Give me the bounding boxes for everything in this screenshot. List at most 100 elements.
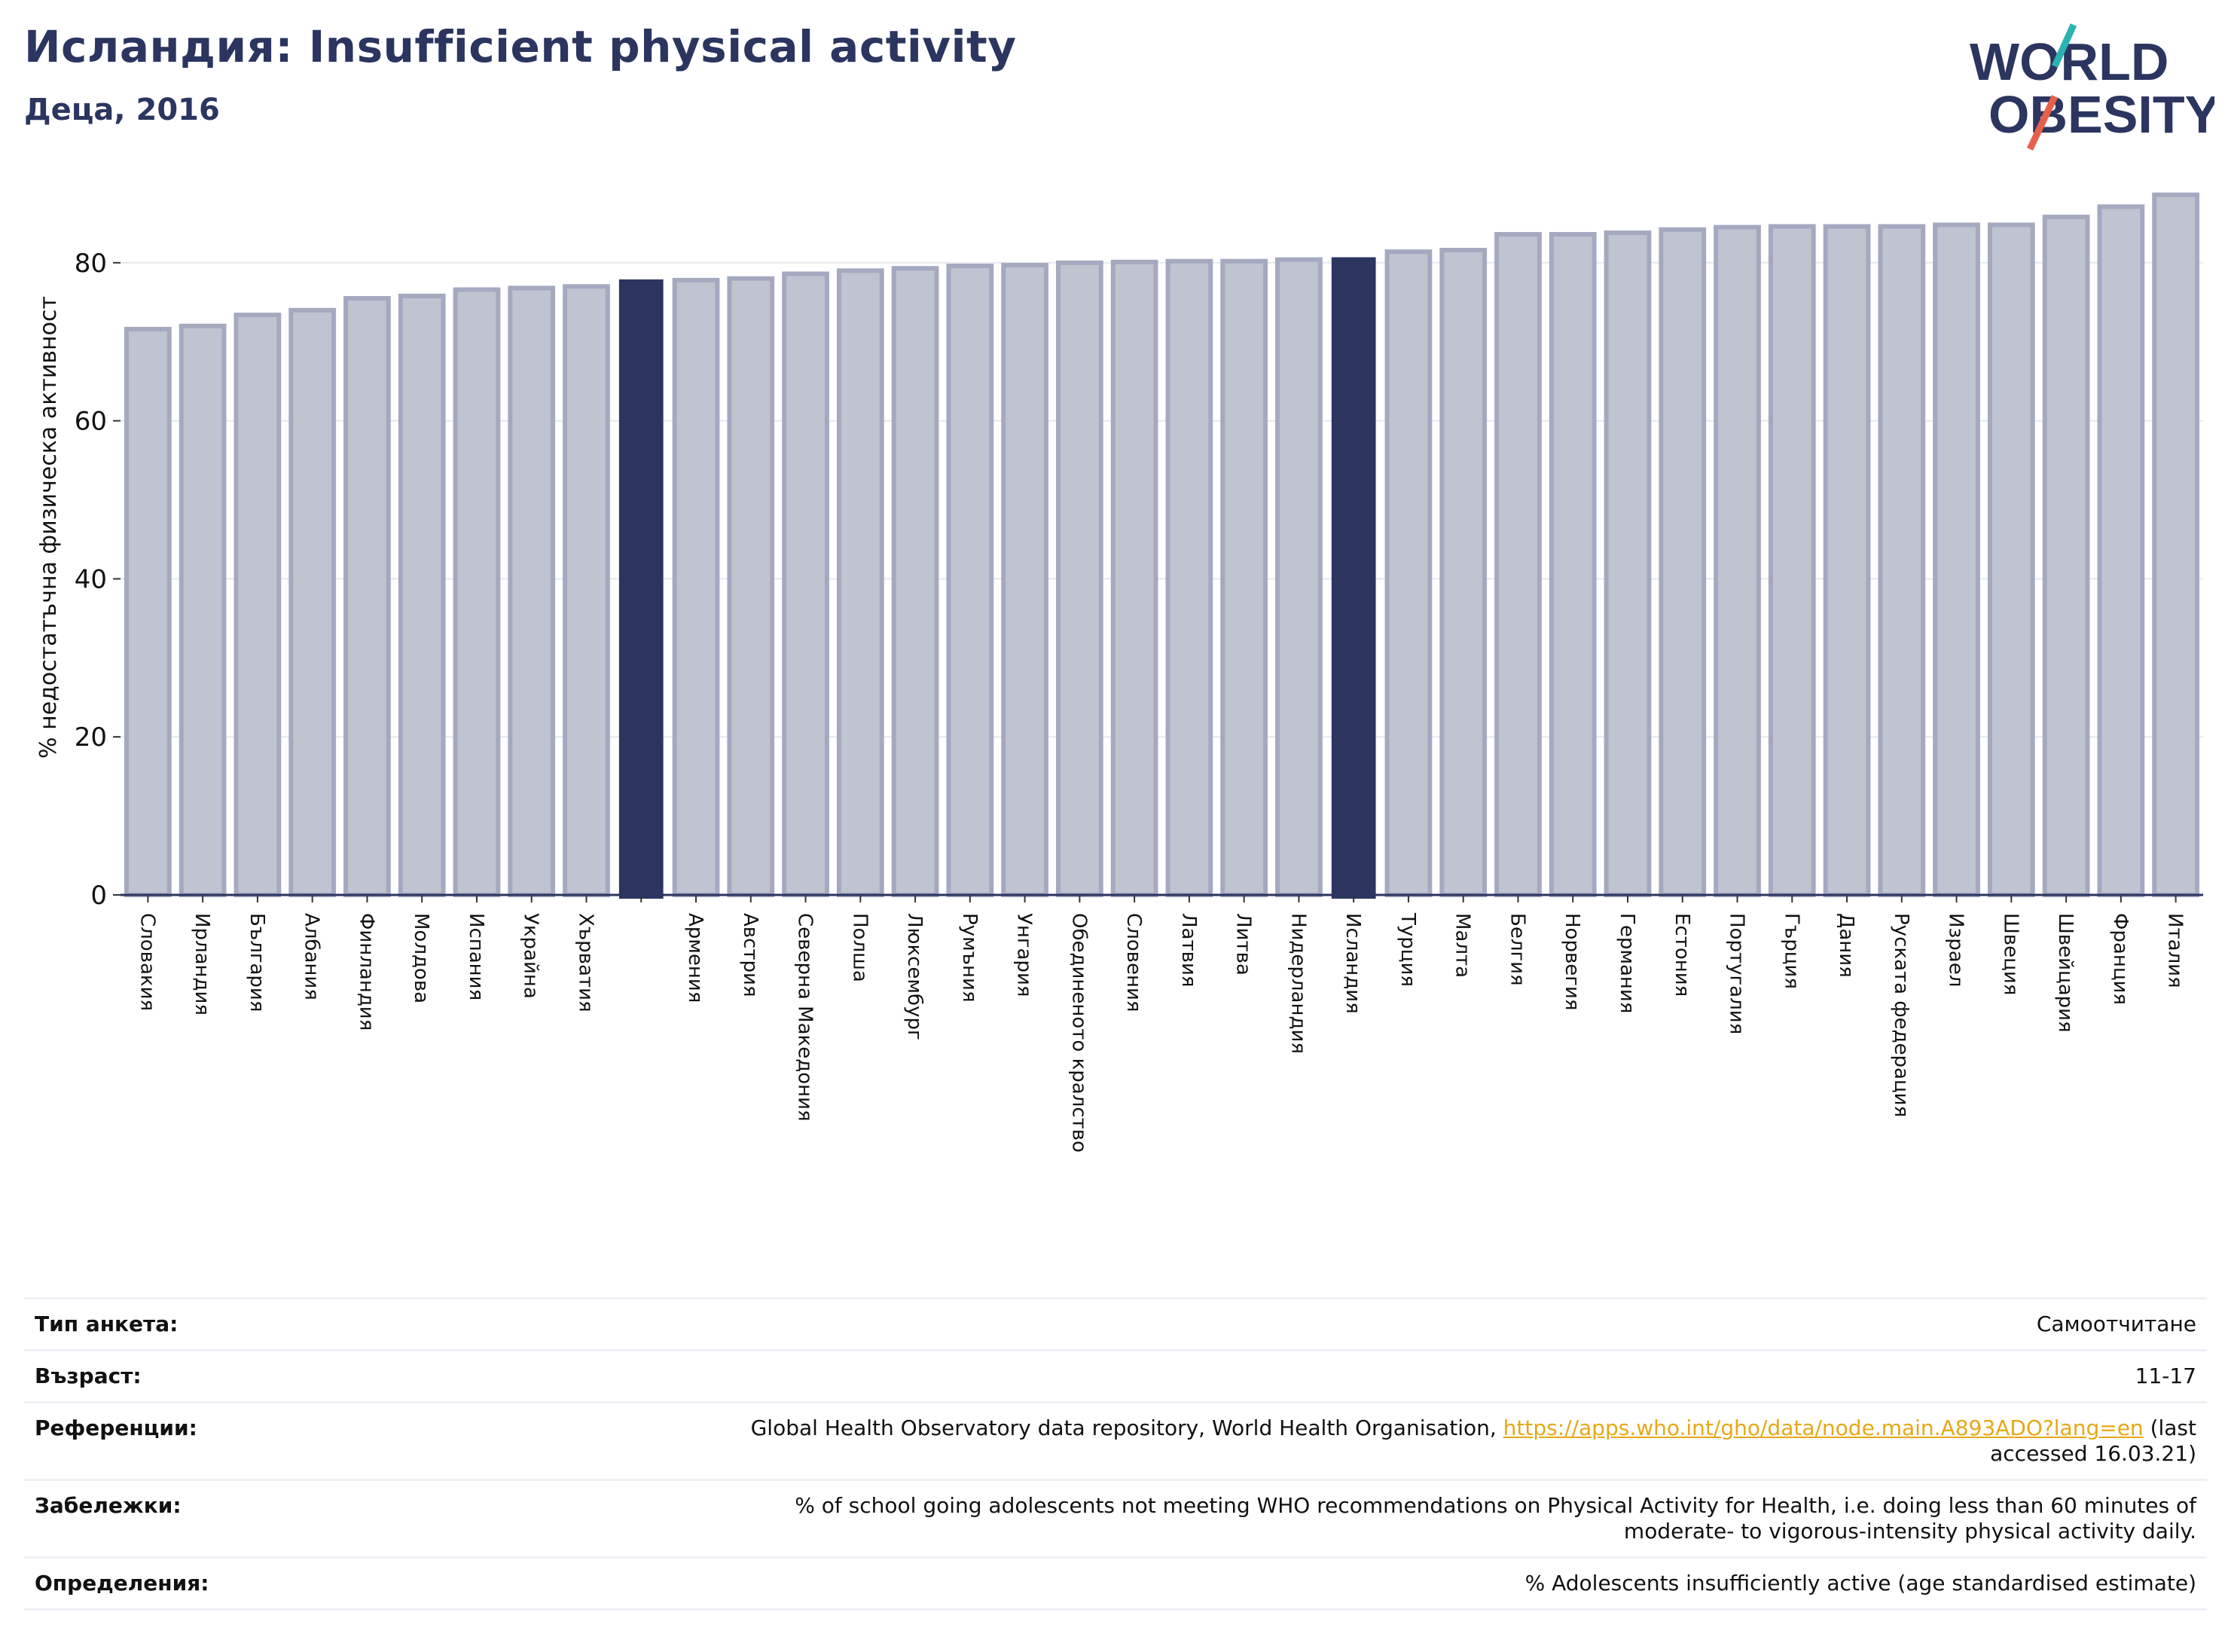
x-tick-label: Естония xyxy=(1671,913,1693,997)
bar: Израел: 84.8 xyxy=(1933,222,1980,897)
x-tick-label: Италия xyxy=(2164,913,2187,988)
bar: Естония: 84.2 xyxy=(1659,227,1707,897)
bar: Обединеното кралство: 80 xyxy=(1055,260,1103,897)
meta-key: Забележки: xyxy=(35,1493,182,1518)
bar: Армения: 77.8 xyxy=(672,277,720,897)
metadata-table: Тип анкета: Самоотчитане Възраст: 11-17 … xyxy=(24,1297,2207,1611)
meta-key: Определения: xyxy=(35,1571,209,1596)
bar: Албания: 74 xyxy=(288,307,337,897)
x-tick-label: Германия xyxy=(1616,913,1638,1013)
bar: Люксембург: 79.3 xyxy=(891,266,939,897)
x-tick-label: Франция xyxy=(2109,913,2132,1005)
bar: Гърция: 84.6 xyxy=(1768,224,1816,897)
bar: Латвия: 80.2 xyxy=(1165,258,1213,897)
x-tick-label: Малта xyxy=(1451,913,1474,978)
meta-value: 11-17 xyxy=(2135,1363,2196,1388)
x-tick-label: Албания xyxy=(301,913,323,1000)
y-tick-label: 60 xyxy=(75,407,107,437)
x-tick-label: Белгия xyxy=(1506,913,1528,986)
x-tick-label: България xyxy=(246,913,268,1012)
y-tick-label: 20 xyxy=(75,722,107,753)
x-tick-label: Австрия xyxy=(739,913,761,997)
page-title: Исландия: Insufficient physical activity xyxy=(24,21,1017,72)
bar: Финландия: 75.5 xyxy=(343,296,391,897)
meta-value: % of school going adolescents not meetin… xyxy=(795,1493,2196,1544)
tick-labels: 0 20 40 60 80 Словакия Ирландия България Албания… xyxy=(75,249,2187,1153)
bar: Нидерландия: 80.4 xyxy=(1275,257,1323,897)
x-tick-label: Литва xyxy=(1232,913,1255,976)
x-tick-label: Испания xyxy=(465,913,487,1000)
bar: Норвегия: 83.6 xyxy=(1549,232,1597,897)
x-tick-label: Исландия xyxy=(1341,913,1364,1014)
bar: Швеция: 84.8 xyxy=(1987,222,2035,897)
bar: Италия: 88.6 xyxy=(2152,192,2199,897)
bar: Хърватия: 77 xyxy=(563,284,610,897)
logo-slash-teal xyxy=(2051,23,2077,68)
y-tick-label: 40 xyxy=(75,564,107,594)
bar: Ирландия: 72 xyxy=(179,323,227,898)
bar: Португалия: 84.5 xyxy=(1714,224,1761,898)
x-tick-label: Словения xyxy=(1122,913,1145,1012)
x-tick-label: Швеция xyxy=(1999,913,2022,995)
meta-row-notes: Забележки: % of school going adolescents… xyxy=(24,1481,2207,1559)
meta-row-survey-type: Тип анкета: Самоотчитане xyxy=(24,1299,2207,1351)
bar: Дания: 84.6 xyxy=(1823,224,1871,897)
x-tick-label: Турция xyxy=(1396,912,1419,987)
meta-value: % Adolescents insufficiently active (age… xyxy=(1525,1571,2196,1596)
x-tick-label: Унгария xyxy=(1013,913,1036,997)
bar: Германия: 83.8 xyxy=(1604,230,1652,897)
axes xyxy=(113,261,2203,902)
bar: Северна Македония: 78.6 xyxy=(782,271,829,897)
bar: България: 73.4 xyxy=(233,313,282,897)
logo-word-obesity: OBESITY xyxy=(1988,85,2214,144)
x-tick-label: Нидерландия xyxy=(1286,913,1309,1054)
bar: Румъния: 79.6 xyxy=(946,263,994,898)
meta-row-age: Възраст: 11-17 xyxy=(24,1351,2207,1403)
reference-text: Global Health Observatory data repositor… xyxy=(750,1415,1503,1440)
x-tick-label: Румъния xyxy=(958,913,981,1003)
reference-link[interactable]: https://apps.who.int/gho/data/node.main.… xyxy=(1503,1415,2144,1440)
meta-row-references: Референции: Global Health Observatory da… xyxy=(24,1403,2207,1481)
x-tick-label: Дания xyxy=(1835,913,1857,978)
logo-slash-coral xyxy=(2026,95,2059,151)
x-tick-label: Словакия xyxy=(136,913,158,1011)
x-tick-label: Финландия xyxy=(355,913,377,1031)
bar: Украйна: 76.8 xyxy=(508,286,556,898)
meta-value: Самоотчитане xyxy=(2036,1312,2196,1336)
meta-key: Възраст: xyxy=(35,1363,142,1388)
x-tick-label: Обединеното кралство xyxy=(1067,913,1090,1153)
x-tick-label: Руската федерация xyxy=(1890,913,1912,1117)
x-tick-label: Норвегия xyxy=(1561,913,1583,1010)
bar-chart: Словакия: 71.6Ирландия: 72България: 73.4… xyxy=(35,192,2203,1153)
world-obesity-logo: WORLD OBESITY xyxy=(1970,23,2214,151)
meta-key: Референции: xyxy=(35,1415,197,1440)
bar: Испания: 76.6 xyxy=(453,287,501,897)
x-tick-label: Украйна xyxy=(520,913,542,999)
bar: Молдова: 75.8 xyxy=(398,293,446,898)
bar: Словения: 80.1 xyxy=(1110,259,1158,898)
bar: Словакия: 71.6 xyxy=(124,326,172,897)
x-tick-label: Люксембург xyxy=(903,913,926,1040)
x-tick-label: Израел xyxy=(1945,913,1967,987)
bar: Полша: 79 xyxy=(836,268,884,898)
meta-value: Global Health Observatory data repositor… xyxy=(690,1415,2196,1467)
meta-row-definitions: Определения: % Adolescents insufficientl… xyxy=(24,1559,2207,1611)
bar: Швейцария: 85.8 xyxy=(2042,214,2090,897)
page-subtitle: Деца, 2016 xyxy=(24,93,220,127)
x-tick-label: Латвия xyxy=(1177,913,1200,988)
bar: Турция: 81.4 xyxy=(1384,249,1433,897)
meta-key: Тип анкета: xyxy=(35,1312,179,1336)
y-tick-label: 0 xyxy=(90,881,107,911)
bar: Австрия: 78 xyxy=(727,276,775,897)
bar: Унгария: 79.7 xyxy=(1001,262,1048,897)
x-tick-label: Северна Македония xyxy=(794,913,816,1122)
x-tick-label: Гърция xyxy=(1780,913,1802,989)
y-axis-label: % недостатъчна физическа активност xyxy=(35,296,62,759)
x-tick-label: Полша xyxy=(848,913,871,982)
x-tick-label: Швейцария xyxy=(2054,913,2077,1033)
bar: : 77.8 xyxy=(618,279,664,899)
x-tick-label: Молдова xyxy=(410,913,432,1003)
bar: Малта: 81.6 xyxy=(1439,248,1488,897)
x-tick-label: Ирландия xyxy=(191,913,213,1015)
x-tick-label: Хърватия xyxy=(574,913,597,1012)
